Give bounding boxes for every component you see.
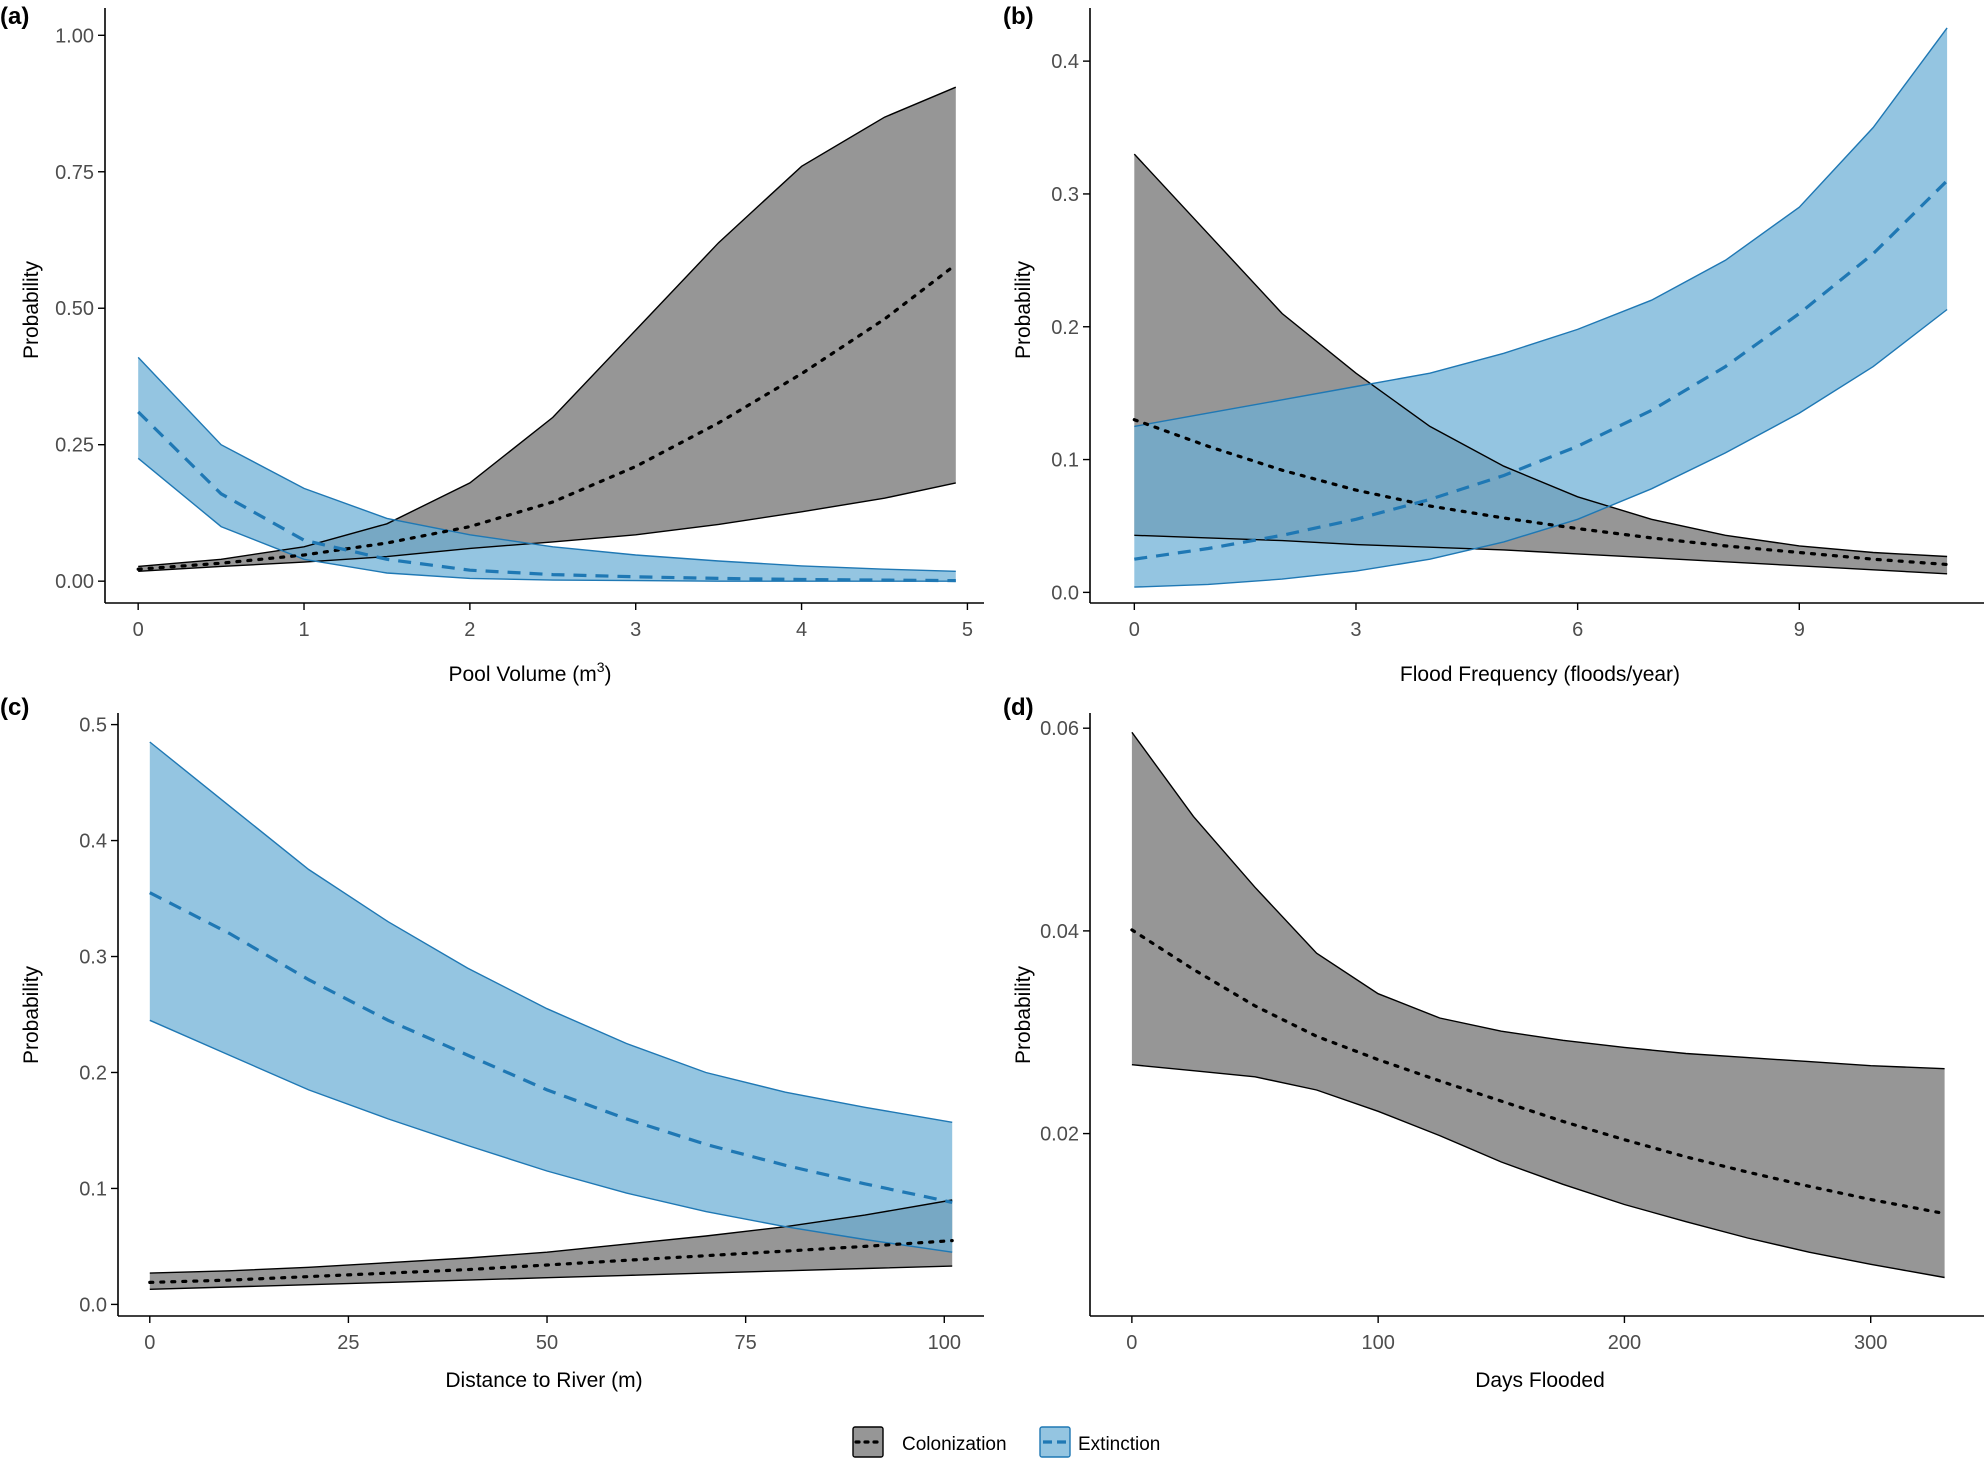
extinction-lower-bound [1134, 308, 1948, 588]
y-tick-label: 0.4 [79, 831, 107, 853]
colonization-lower-bound [1134, 534, 1948, 575]
legend-swatch-extinction [1039, 1426, 1071, 1458]
x-axis-label: Days Flooded [1475, 1369, 1605, 1392]
x-tick-label: 3 [630, 619, 641, 641]
y-tick-label: 1.00 [55, 25, 94, 47]
extinction-confidence-band [149, 742, 953, 1253]
extinction-lower-bound [149, 1019, 953, 1253]
y-tick-label: 0.2 [79, 1062, 107, 1084]
panel-b: (b) Probability Flood Frequency (floods/… [1003, 3, 1984, 686]
extinction-mean-line [149, 891, 953, 1204]
y-tick-label: 0.1 [1051, 450, 1079, 472]
y-tick-label: 0.00 [55, 571, 94, 593]
colonization-upper-bound [138, 86, 957, 568]
x-tick-label: 4 [796, 619, 807, 641]
x-tick-label: 0 [1126, 1332, 1137, 1354]
y-tick-label: 0.75 [55, 162, 94, 184]
y-tick-label: 0.3 [1051, 184, 1079, 206]
extinction-upper-bound [137, 356, 956, 572]
extinction-confidence-band [1134, 27, 1948, 588]
panel-c: (c) Probability Distance to River (m) 0 2… [0, 694, 984, 1392]
x-tick-label: 2 [464, 619, 475, 641]
colonization-confidence-band [138, 87, 956, 572]
colonization-upper-bound [149, 1199, 953, 1274]
colonization-lower-bound [138, 482, 956, 572]
colonization-confidence-band [1131, 732, 1945, 1278]
panel-a: (a) Probability Pool Volume (m3) 0 1 2 3 4 5 0… [0, 3, 984, 686]
y-tick-label: 0.50 [55, 298, 94, 320]
y-tick-label: 0.3 [79, 947, 107, 969]
panel-label: (b) [1003, 3, 1034, 30]
extinction-mean-line [137, 410, 956, 583]
y-tick-label: 0.04 [1040, 921, 1079, 943]
y-tick-label: 0.02 [1040, 1124, 1079, 1146]
colonization-mean-line [1130, 928, 1947, 1216]
colonization-confidence-band [149, 1200, 953, 1290]
x-tick-label: 0 [1129, 619, 1140, 641]
y-axis-label: Probability [20, 260, 43, 359]
x-tick-label: 6 [1572, 619, 1583, 641]
legend: Colonization Extinction [852, 1426, 1160, 1458]
y-tick-label: 0.1 [79, 1178, 107, 1200]
colonization-lower-bound [149, 1265, 953, 1290]
x-tick-label: 1 [298, 619, 309, 641]
y-axis-label: Probability [20, 965, 43, 1064]
panel-label: (c) [0, 694, 29, 721]
x-tick-label: 200 [1608, 1332, 1641, 1354]
colonization-upper-bound [1131, 731, 1945, 1070]
colonization-mean-line [1132, 418, 1949, 567]
extinction-lower-bound [137, 457, 956, 582]
x-tick-label: 300 [1854, 1332, 1887, 1354]
extinction-mean-line [1134, 179, 1949, 561]
y-tick-label: 0.0 [1051, 582, 1079, 604]
y-tick-label: 0.25 [55, 435, 94, 457]
extinction-confidence-band [138, 357, 956, 582]
panel-label: (a) [0, 3, 29, 30]
y-tick-label: 0.0 [79, 1294, 107, 1316]
y-tick-label: 0.4 [1051, 51, 1079, 73]
colonization-lower-bound [1131, 1064, 1945, 1279]
x-tick-label: 9 [1794, 619, 1805, 641]
extinction-upper-bound [149, 741, 953, 1123]
x-tick-label: 100 [928, 1332, 961, 1354]
x-tick-label: 0 [133, 619, 144, 641]
x-axis-label: Distance to River (m) [445, 1369, 642, 1392]
colonization-mean-line [136, 263, 958, 571]
x-axis-label: Flood Frequency (floods/year) [1400, 663, 1680, 686]
colonization-upper-bound [1133, 153, 1948, 558]
x-tick-label: 25 [337, 1332, 359, 1354]
x-tick-label: 50 [536, 1332, 558, 1354]
x-tick-label: 3 [1350, 619, 1361, 641]
x-tick-label: 100 [1361, 1332, 1394, 1354]
y-tick-label: 0.2 [1051, 317, 1079, 339]
panel-label: (d) [1003, 694, 1034, 721]
y-axis-label: Probability [1012, 260, 1035, 359]
y-axis-label: Probability [1012, 965, 1035, 1064]
legend-label-extinction: Extinction [1078, 1434, 1160, 1455]
x-tick-label: 75 [735, 1332, 757, 1354]
x-tick-label: 0 [144, 1332, 155, 1354]
panel-d: (d) Probability Days Flooded 0 100 200 300 0… [1003, 694, 1984, 1392]
y-tick-label: 0.06 [1040, 718, 1079, 740]
y-tick-label: 0.5 [79, 715, 107, 737]
x-tick-label: 5 [962, 619, 973, 641]
extinction-upper-bound [1134, 27, 1948, 428]
x-axis-label: Pool Volume (m3) [448, 659, 611, 686]
colonization-mean-line [148, 1238, 954, 1285]
legend-label-colonization: Colonization [902, 1434, 1007, 1455]
